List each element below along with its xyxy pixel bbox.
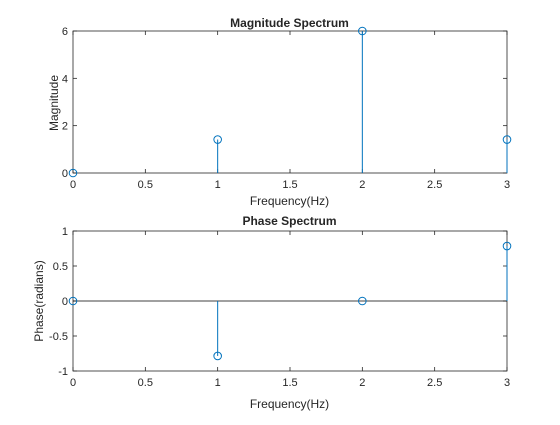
x-tick-label: 1.5 [282,179,297,191]
stem-marker [68,296,78,306]
stem-marker [502,241,512,251]
x-axis-label: Frequency(Hz) [250,194,329,208]
x-tick-label: 0.5 [138,377,153,389]
x-tick-label: 0 [70,179,76,191]
y-axis-label: Magnitude [47,75,61,131]
x-axis-label: Frequency(Hz) [250,397,329,411]
plot-title: Magnitude Spectrum [230,16,349,30]
y-tick-label: 0.5 [53,261,68,273]
stem-marker [358,296,367,306]
stem-marker [358,26,367,36]
x-tick-label: 0.5 [138,179,153,191]
plot-phase-spectrum: Phase Spectrum Frequency(Hz) Phase(radia… [32,214,512,411]
x-tick-label: 1 [215,179,221,191]
stem-marker [68,168,78,178]
axes-box [72,30,508,174]
y-tick-label: 1 [62,226,68,238]
x-tick-label: 2 [359,377,365,389]
x-tick-label: 2.5 [427,377,442,389]
y-axis-label: Phase(radians) [32,260,46,341]
stem-marker [213,351,222,361]
y-tick-label: -1 [58,366,68,378]
y-tick-label: 6 [62,26,68,38]
x-tick-label: 2 [359,179,365,191]
y-tick-label: 4 [62,73,68,85]
x-tick-label: 3 [504,179,510,191]
x-tick-label: 0 [70,377,76,389]
y-tick-label: 0 [62,168,68,180]
x-tick-label: 3 [504,377,510,389]
stem-marker [502,135,512,144]
y-tick-label: 2 [62,121,68,133]
y-tick-label: -0.5 [49,331,68,343]
plot-title: Phase Spectrum [242,214,336,228]
plot-magnitude-spectrum: Magnitude Spectrum Frequency(Hz) Magnitu… [47,16,512,208]
y-tick-label: 0 [62,296,68,308]
x-tick-label: 2.5 [427,179,442,191]
x-tick-label: 1.5 [282,377,297,389]
x-tick-label: 1 [215,377,221,389]
stem-marker [213,135,222,144]
